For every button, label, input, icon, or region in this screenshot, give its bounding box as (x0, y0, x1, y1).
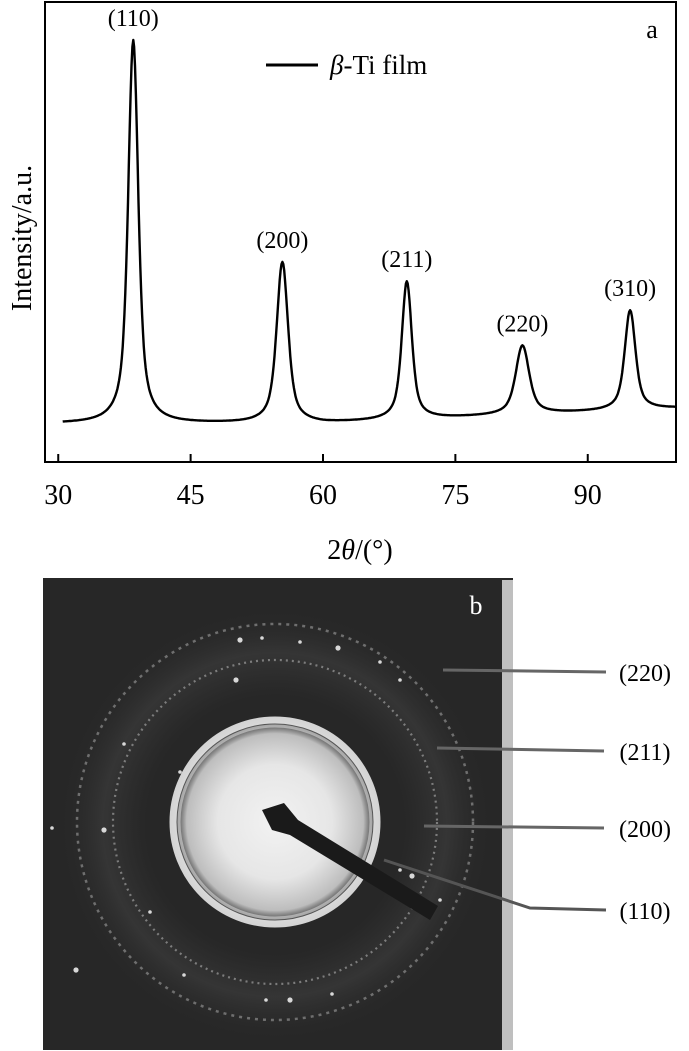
diffraction-side-band (502, 580, 513, 1050)
x-tick-label-45: 45 (177, 480, 205, 511)
diffraction-spot (264, 998, 268, 1002)
legend-entry: β-Ti film (329, 50, 427, 80)
ring-label-220: (220) (619, 661, 671, 687)
peak-label-110: (110) (108, 6, 159, 32)
x-tick-label-30: 30 (44, 480, 72, 511)
legend-symbol: β (329, 50, 344, 80)
diffraction-spot (330, 992, 334, 996)
panel-b-label: b (470, 591, 483, 620)
ring-110 (169, 716, 381, 928)
ring-110-inner (177, 724, 373, 920)
ring-label-200: (200) (619, 817, 671, 843)
peak-labels: (110) (200) (211) (220) (310) (108, 6, 656, 337)
diffraction-spot (148, 910, 152, 914)
diffraction-spot (122, 742, 126, 746)
series-line-beta-ti-film (62, 38, 677, 423)
xrd-chart: a β-Ti film Intensity/a.u. 2θ/(°) 30 45 60… (7, 1, 677, 566)
pointer-line-220 (442, 668, 607, 674)
panel-a-label: a (646, 15, 658, 44)
x-axis-label-symbol: θ (341, 535, 355, 566)
diffraction-spot (398, 678, 402, 682)
ring-labels: (220) (211) (200) (110) (619, 661, 671, 925)
pointer-line-110 (383, 858, 607, 912)
x-axis-label-unit: /(°) (355, 535, 393, 566)
diffraction-spot (50, 826, 54, 830)
legend-text: -Ti film (343, 50, 427, 80)
diffraction-spot (73, 967, 79, 973)
diffraction-spot (438, 898, 442, 902)
x-tick-label-75: 75 (441, 480, 469, 511)
x-tick-label-60: 60 (309, 480, 337, 511)
beam-stop (262, 803, 438, 920)
diffraction-spots (50, 636, 442, 1003)
plot-frame (44, 1, 677, 463)
diffraction-spot (178, 770, 182, 774)
ring-220 (75, 622, 475, 1022)
x-axis-label: 2θ/(°) (327, 535, 392, 566)
diffraction-spot (335, 645, 341, 651)
diffraction-spot (398, 868, 402, 872)
saed-pattern-image: b (220) (211) (200) (110) (43, 578, 671, 1050)
x-ticks: 30 45 60 75 90 (44, 454, 602, 511)
diffraction-spot (182, 973, 186, 977)
pointer-line-211 (436, 746, 605, 753)
diffraction-spot (409, 873, 415, 879)
diffraction-spot (101, 827, 107, 833)
pointer-line-200 (423, 824, 605, 830)
diffraction-spot (237, 637, 243, 643)
diffraction-spot (260, 636, 264, 640)
y-axis-label: Intensity/a.u. (7, 165, 38, 311)
peak-label-200: (200) (256, 228, 308, 254)
ring-211 (111, 658, 439, 986)
x-tick-label-90: 90 (574, 480, 602, 511)
x-axis-label-prefix: 2 (327, 535, 341, 566)
diffraction-spot (287, 997, 293, 1003)
peak-label-211: (211) (381, 247, 432, 273)
peak-label-310: (310) (604, 276, 656, 302)
peak-label-220: (220) (496, 311, 548, 337)
diffraction-spot (233, 677, 239, 683)
ring-label-110: (110) (619, 899, 670, 925)
legend: β-Ti film (266, 50, 427, 80)
diffraction-spot (298, 640, 302, 644)
ring-label-211: (211) (619, 740, 670, 766)
diffraction-spot (378, 660, 382, 664)
